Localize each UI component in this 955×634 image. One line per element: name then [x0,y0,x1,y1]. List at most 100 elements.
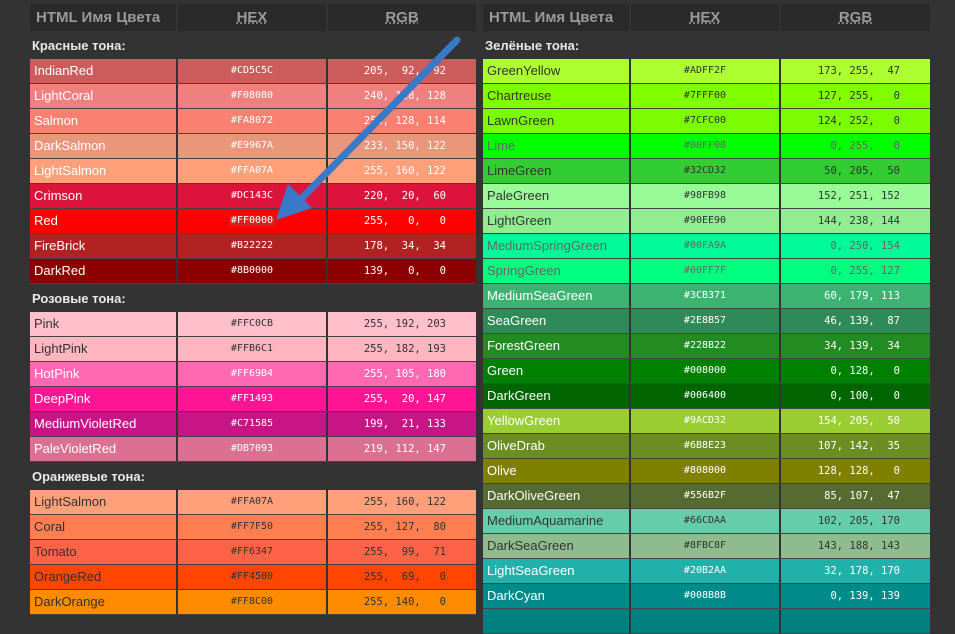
color-row-mediumseagreen: MediumSeaGreen #3CB371 60, 179, 113 [483,284,930,309]
hex-value[interactable]: #FA8072 [230,115,274,126]
rgb-value: 173, 255, 47 [817,65,900,77]
color-row-crimson: Crimson #DC143C 220, 20, 60 [30,184,476,209]
header-name: HTML Имя Цвета [483,4,631,31]
header-rgb[interactable]: RGB [328,4,476,31]
color-row [483,609,930,634]
rgb-value: 0, 128, 0 [830,365,900,377]
hex-cell: #98FB98 [631,184,781,208]
hex-value[interactable]: #98FB98 [683,190,727,201]
color-name: MediumAquamarine [483,509,631,533]
hex-cell: #8FBC8F [631,534,781,558]
hex-value[interactable]: #008000 [683,365,727,376]
hex-value[interactable]: #9ACD32 [683,415,727,426]
rgb-value: 144, 238, 144 [817,215,900,227]
hex-value[interactable]: #FF1493 [230,393,274,404]
rgb-value: 240, 128, 128 [363,90,446,102]
hex-value[interactable]: #FFA07A [230,496,274,507]
hex-value[interactable]: #F08080 [230,90,274,101]
color-name: LightSalmon [30,490,178,514]
color-row-olive: Olive #808000 128, 128, 0 [483,459,930,484]
hex-value[interactable]: #00FA9A [683,240,727,251]
hex-value[interactable]: #FF8C00 [230,596,274,607]
color-row-darkred: DarkRed #8B0000 139, 0, 0 [30,259,476,284]
hex-value[interactable]: #FFC0CB [230,318,274,329]
hex-value[interactable]: #FFA07A [230,165,274,176]
hex-value[interactable]: #7FFF00 [683,90,727,101]
hex-value[interactable]: #228B22 [683,340,727,351]
hex-value[interactable]: #8B0000 [230,265,274,276]
color-row-firebrick: FireBrick #B22222 178, 34, 34 [30,234,476,259]
hex-cell: #32CD32 [631,159,781,183]
hex-value[interactable]: #008B8B [683,590,727,601]
hex-value[interactable]: #32CD32 [683,165,727,176]
rgb-value: 178, 34, 34 [363,240,446,252]
color-row-hotpink: HotPink #FF69B4 255, 105, 180 [30,362,476,387]
hex-value[interactable]: #20B2AA [683,565,727,576]
hex-cell: #00FA9A [631,234,781,258]
hex-cell: #6B8E23 [631,434,781,458]
header-rgb[interactable]: RGB [781,4,930,31]
color-row-salmon: Salmon #FA8072 250, 128, 114 [30,109,476,134]
color-name: MediumSpringGreen [483,234,631,258]
rgb-value: 219, 112, 147 [363,443,446,455]
hex-cell: #DC143C [178,184,328,208]
header-hex[interactable]: HEX [178,4,328,31]
color-row-coral: Coral #FF7F50 255, 127, 80 [30,515,476,540]
hex-value[interactable]: #6B8E23 [683,440,727,451]
hex-value[interactable]: #556B2F [683,490,727,501]
section-title: Розовые тона: [32,291,126,306]
hex-value[interactable]: #FF0000 [228,215,276,226]
rgb-value: 255, 0, 0 [363,215,446,227]
hex-value[interactable]: #DB7093 [230,443,274,454]
color-name: LawnGreen [483,109,631,133]
rgb-value: 46, 139, 87 [824,315,900,327]
color-row-yellowgreen: YellowGreen #9ACD32 154, 205, 50 [483,409,930,434]
hex-value[interactable]: #FF6347 [230,546,274,557]
hex-value[interactable]: #FF7F50 [230,521,274,532]
hex-value[interactable]: #FF69B4 [230,368,274,379]
rgb-value: 199, 21, 133 [363,418,446,430]
color-name: SeaGreen [483,309,631,333]
color-row-mediumvioletred: MediumVioletRed #C71585 199, 21, 133 [30,412,476,437]
color-row-lightcoral: LightCoral #F08080 240, 128, 128 [30,84,476,109]
header-name: HTML Имя Цвета [30,4,178,31]
color-name: GreenYellow [483,59,631,83]
hex-value[interactable]: #90EE90 [683,215,727,226]
header-hex[interactable]: HEX [631,4,781,31]
color-name: IndianRed [30,59,178,83]
hex-value[interactable]: #66CDAA [683,515,727,526]
table-header: HTML Имя Цвета HEX RGB [30,4,476,31]
hex-value[interactable]: #E9967A [230,140,274,151]
color-name: Red [30,209,178,233]
hex-cell: #F08080 [178,84,328,108]
hex-value[interactable]: #FFB6C1 [230,343,274,354]
hex-value[interactable]: #3CB371 [683,290,727,301]
hex-value[interactable]: #ADFF2F [683,65,727,76]
color-name: Green [483,359,631,383]
color-name: OliveDrab [483,434,631,458]
hex-value[interactable]: #006400 [683,390,727,401]
color-row-palegreen: PaleGreen #98FB98 152, 251, 152 [483,184,930,209]
hex-value[interactable]: #B22222 [230,240,274,251]
hex-cell: #FF8C00 [178,590,328,614]
hex-value[interactable]: #FF4500 [230,571,274,582]
hex-value[interactable]: #8FBC8F [683,540,727,551]
hex-value[interactable]: #00FF00 [683,140,727,151]
rgb-value: 85, 107, 47 [824,490,900,502]
hex-value[interactable]: #DC143C [230,190,274,201]
hex-value[interactable]: #C71585 [230,418,274,429]
hex-value[interactable]: #7CFC00 [683,115,727,126]
hex-cell: #808000 [631,459,781,483]
hex-cell: #00FF7F [631,259,781,283]
hex-value[interactable]: #808000 [683,465,727,476]
hex-value[interactable]: #00FF7F [683,265,727,276]
hex-value[interactable]: #2E8B57 [683,315,727,326]
color-row-springgreen: SpringGreen #00FF7F 0, 255, 127 [483,259,930,284]
hex-cell: #228B22 [631,334,781,358]
color-row-mediumaquamarine: MediumAquamarine #66CDAA 102, 205, 170 [483,509,930,534]
hex-cell: #2E8B57 [631,309,781,333]
color-name: ForestGreen [483,334,631,358]
color-name: DarkOrange [30,590,178,614]
hex-value[interactable]: #CD5C5C [230,65,274,76]
rgb-value: 255, 160, 122 [363,165,446,177]
